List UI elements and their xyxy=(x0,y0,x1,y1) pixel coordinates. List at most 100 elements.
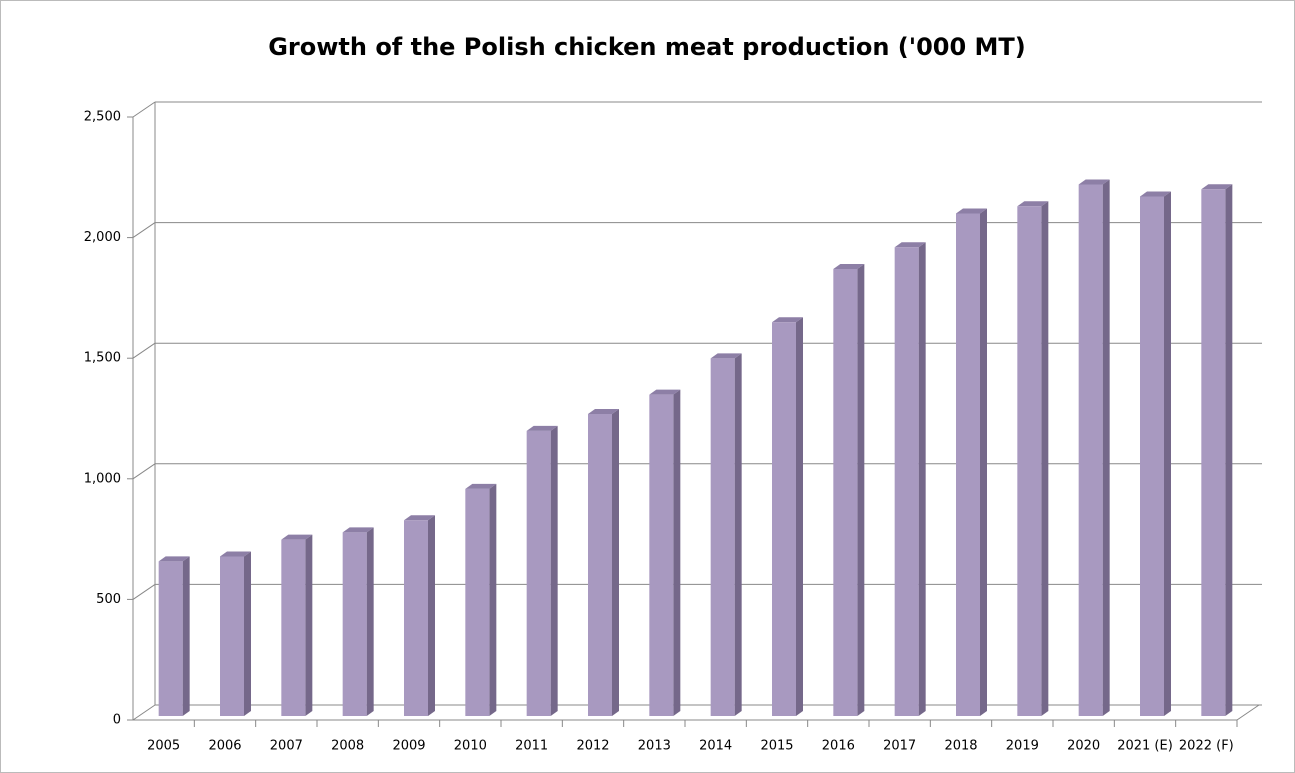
bar-top xyxy=(281,534,313,540)
bar-top xyxy=(956,208,987,214)
bar-front xyxy=(956,213,980,717)
bar-top xyxy=(833,264,865,270)
x-tick-label: 2022 (F) xyxy=(1179,739,1234,754)
x-tick-label: 2010 xyxy=(454,739,487,754)
y-tick-label: 2,500 xyxy=(84,110,121,125)
bar-top xyxy=(649,389,681,395)
x-tick-label: 2021 (E) xyxy=(1117,739,1173,754)
bar-side xyxy=(673,389,681,716)
x-tick-label: 2012 xyxy=(576,739,609,754)
bar-front xyxy=(158,561,183,716)
bar xyxy=(281,534,313,716)
bar-top xyxy=(710,353,742,359)
y-tick-label: 500 xyxy=(96,592,121,607)
grid-diagonal xyxy=(132,583,156,600)
bar-front xyxy=(220,556,244,716)
bar-top xyxy=(588,409,619,414)
bar xyxy=(158,556,190,716)
bar-top xyxy=(465,483,497,489)
bar xyxy=(342,527,374,716)
bar-front xyxy=(342,532,367,716)
bar-side xyxy=(1164,191,1171,716)
bar-front xyxy=(894,247,919,716)
bar-side xyxy=(918,242,926,716)
bar-side xyxy=(244,551,251,716)
grid-diagonal xyxy=(132,463,156,480)
bar-top xyxy=(772,317,803,323)
bar-front xyxy=(1017,206,1042,716)
bar xyxy=(404,515,435,716)
x-tick-label: 2011 xyxy=(515,739,548,754)
grid-diagonal xyxy=(132,222,156,239)
bar-top xyxy=(526,425,558,431)
bar xyxy=(1201,184,1233,716)
bar xyxy=(894,242,926,716)
bar xyxy=(526,425,558,716)
bar-front xyxy=(1078,184,1103,717)
bar-front xyxy=(404,520,428,716)
x-tick-label: 2016 xyxy=(822,739,855,754)
bar xyxy=(649,389,681,716)
bar-front xyxy=(710,358,735,716)
bar-front xyxy=(588,414,612,716)
bar-side xyxy=(857,264,865,716)
x-tick-label: 2006 xyxy=(208,739,241,754)
bar-front xyxy=(833,269,858,716)
x-tick-label: 2013 xyxy=(638,739,671,754)
x-tick-label: 2007 xyxy=(270,739,303,754)
bar-side xyxy=(366,527,374,716)
y-tick-label: 1,000 xyxy=(84,471,121,486)
bar-top xyxy=(404,515,435,521)
bar-side xyxy=(796,317,803,716)
bar-front xyxy=(465,488,490,716)
bar-top xyxy=(158,556,190,562)
bar-front xyxy=(772,322,796,716)
bar xyxy=(833,264,865,716)
floor-right-edge xyxy=(1236,704,1260,721)
bar-side xyxy=(428,515,435,716)
x-tick-label: 2017 xyxy=(883,739,916,754)
bar-top xyxy=(1078,179,1110,185)
bar-side xyxy=(182,556,190,716)
bar-side xyxy=(550,425,558,716)
grid-diagonal xyxy=(132,101,156,118)
bar-front xyxy=(1201,189,1226,716)
y-tick-label: 2,000 xyxy=(84,230,121,245)
bar xyxy=(220,551,251,716)
x-tick-label: 2020 xyxy=(1067,739,1100,754)
x-tick-label: 2005 xyxy=(147,739,180,754)
bar-side xyxy=(612,409,619,716)
bar-top xyxy=(1201,184,1233,190)
bar xyxy=(465,483,497,716)
bar-side xyxy=(305,534,313,716)
bar-front xyxy=(1140,196,1164,716)
bar-side xyxy=(980,208,987,717)
bar xyxy=(1078,179,1110,717)
bar-front xyxy=(526,430,551,716)
x-tick-label: 2018 xyxy=(944,739,977,754)
x-tick-label: 2019 xyxy=(1006,739,1039,754)
bar-side xyxy=(489,483,497,716)
bar-top xyxy=(342,527,374,533)
bar xyxy=(710,353,742,716)
x-tick-label: 2009 xyxy=(392,739,425,754)
bar xyxy=(772,317,803,716)
bar-side xyxy=(1225,184,1233,716)
bar-front xyxy=(649,394,674,716)
bar xyxy=(1017,201,1049,716)
y-tick-label: 1,500 xyxy=(84,351,121,366)
bar xyxy=(588,409,619,716)
bar-side xyxy=(734,353,742,716)
grid-diagonal xyxy=(132,342,156,359)
bar xyxy=(956,208,987,717)
x-tick-label: 2008 xyxy=(331,739,364,754)
bar-front xyxy=(281,539,306,716)
y-tick-label: 0 xyxy=(113,713,121,728)
bar-top xyxy=(1140,191,1171,197)
bar-side xyxy=(1102,179,1110,717)
bar xyxy=(1140,191,1171,716)
bar-top xyxy=(220,551,251,557)
grid-diagonal xyxy=(132,704,156,721)
